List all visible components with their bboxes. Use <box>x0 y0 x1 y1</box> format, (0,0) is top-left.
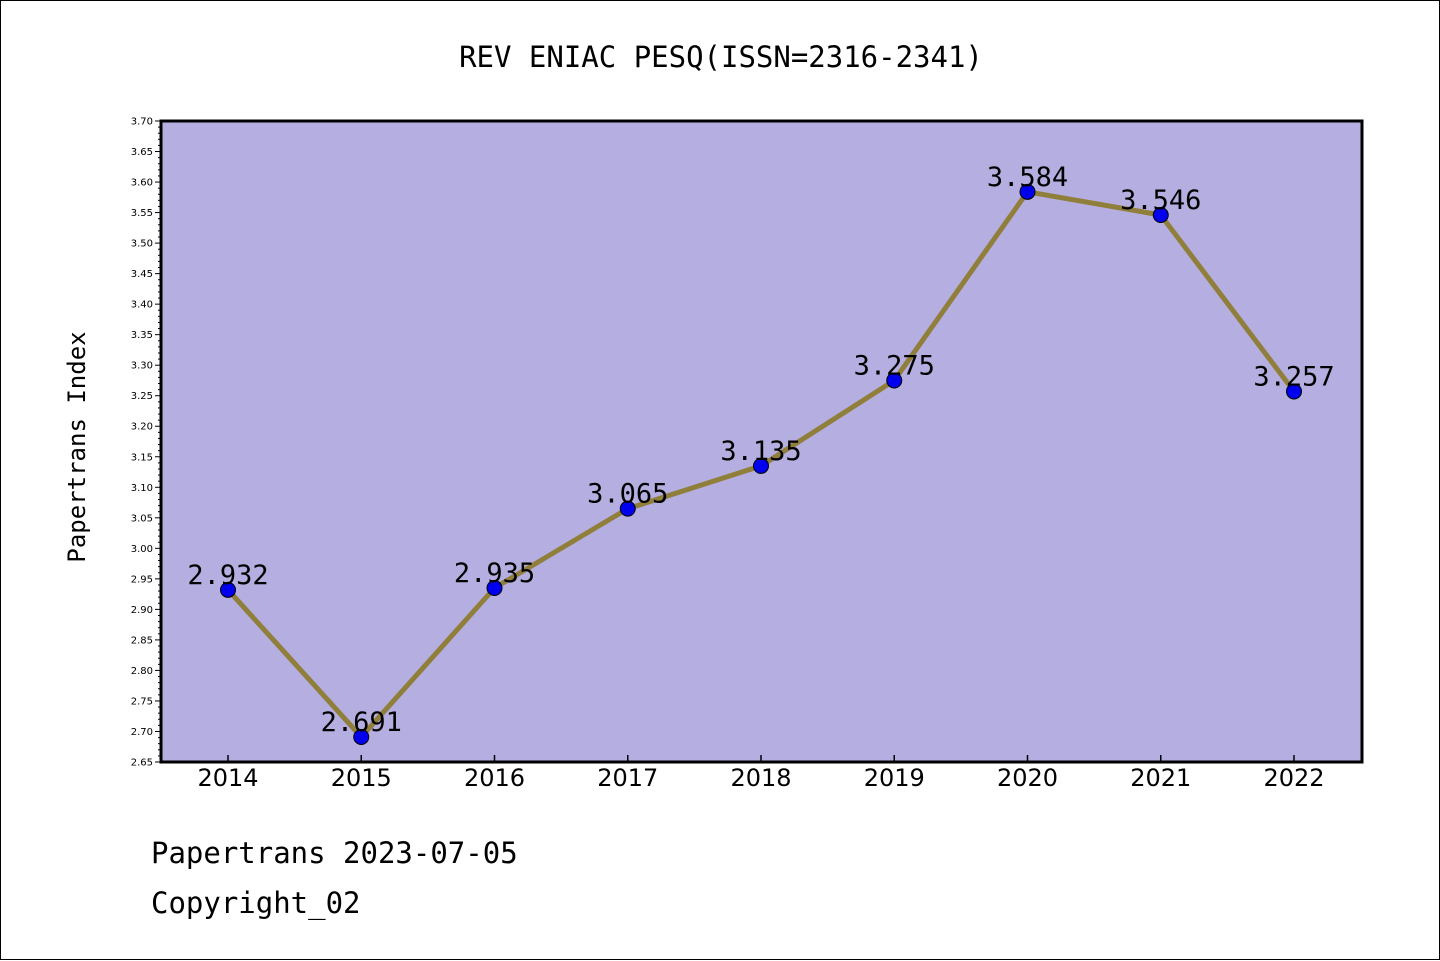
footer-copyright: Copyright_02 <box>151 886 361 920</box>
y-tick-label: 2.90 <box>131 605 153 616</box>
data-point-marker <box>1019 183 1036 200</box>
data-point-marker <box>220 581 236 598</box>
y-tick-label: 3.45 <box>131 269 153 280</box>
y-tick-label: 2.85 <box>131 635 153 646</box>
y-axis-label: Papertrans Index <box>63 331 91 562</box>
data-value-label: 3.546 <box>1120 185 1201 216</box>
data-labels: 2.932 2.691 2.935 3.065 3.135 3.275 3.584 3.546… <box>187 162 1334 738</box>
y-tick-label: 3.55 <box>131 208 153 219</box>
data-value-label: 3.135 <box>720 436 801 467</box>
y-tick-label: 3.40 <box>131 300 153 311</box>
y-tick-label: 3.15 <box>131 452 153 463</box>
y-tick-label: 2.70 <box>131 727 153 738</box>
y-tick-label: 3.35 <box>131 330 153 341</box>
data-point-marker <box>353 728 370 745</box>
x-tick-label: 2021 <box>1130 764 1191 792</box>
x-tick-label: 2019 <box>864 764 925 792</box>
plot-border <box>159 119 1364 764</box>
data-point-marker <box>619 500 636 517</box>
y-axis-ticks: 2.65 2.70 2.75 2.80 2.85 2.90 2.95 3.00 3.05 3.10… <box>131 117 161 769</box>
footer-date: Papertrans 2023-07-05 <box>151 836 518 870</box>
data-point-marker <box>1286 383 1302 400</box>
data-value-label: 3.065 <box>587 479 668 510</box>
data-point-marker <box>753 457 769 474</box>
x-tick-label: 2016 <box>464 764 525 792</box>
data-point-marker <box>886 372 903 389</box>
data-value-label: 3.257 <box>1253 361 1334 392</box>
x-tick-label: 2015 <box>331 764 392 792</box>
plot-area <box>161 121 1362 762</box>
x-tick-label: 2018 <box>730 764 791 792</box>
y-tick-label: 2.80 <box>131 666 153 677</box>
data-value-label: 2.932 <box>187 560 268 591</box>
chart-title: REV ENIAC PESQ(ISSN=2316-2341) <box>459 40 983 74</box>
data-value-label: 2.691 <box>321 707 402 738</box>
y-tick-label: 3.65 <box>131 147 153 158</box>
y-tick-label: 2.75 <box>131 696 153 707</box>
data-point-marker <box>1152 207 1169 224</box>
y-tick-label: 3.25 <box>131 391 153 402</box>
y-tick-label: 3.05 <box>131 513 153 524</box>
y-tick-label: 2.95 <box>131 574 153 585</box>
x-tick-label: 2020 <box>997 764 1058 792</box>
x-tick-label: 2022 <box>1263 764 1324 792</box>
y-tick-label: 2.65 <box>131 758 153 769</box>
data-value-label: 2.935 <box>454 558 535 589</box>
y-tick-label: 3.70 <box>131 117 153 128</box>
x-tick-label: 2014 <box>197 764 258 792</box>
y-tick-label: 3.00 <box>131 544 153 555</box>
y-tick-label: 3.60 <box>131 178 153 189</box>
y-tick-label: 3.30 <box>131 361 153 372</box>
data-point-marker <box>486 580 503 597</box>
data-markers <box>220 183 1302 745</box>
y-tick-label: 3.10 <box>131 483 153 494</box>
x-tick-label: 2017 <box>597 764 658 792</box>
data-value-label: 3.275 <box>854 350 935 381</box>
y-tick-label: 3.50 <box>131 239 153 250</box>
y-tick-label: 3.20 <box>131 422 153 433</box>
x-axis-ticks: 2014 2015 2016 2017 2018 2019 2020 2021 2022 <box>197 755 1325 792</box>
data-value-label: 3.584 <box>987 162 1068 193</box>
